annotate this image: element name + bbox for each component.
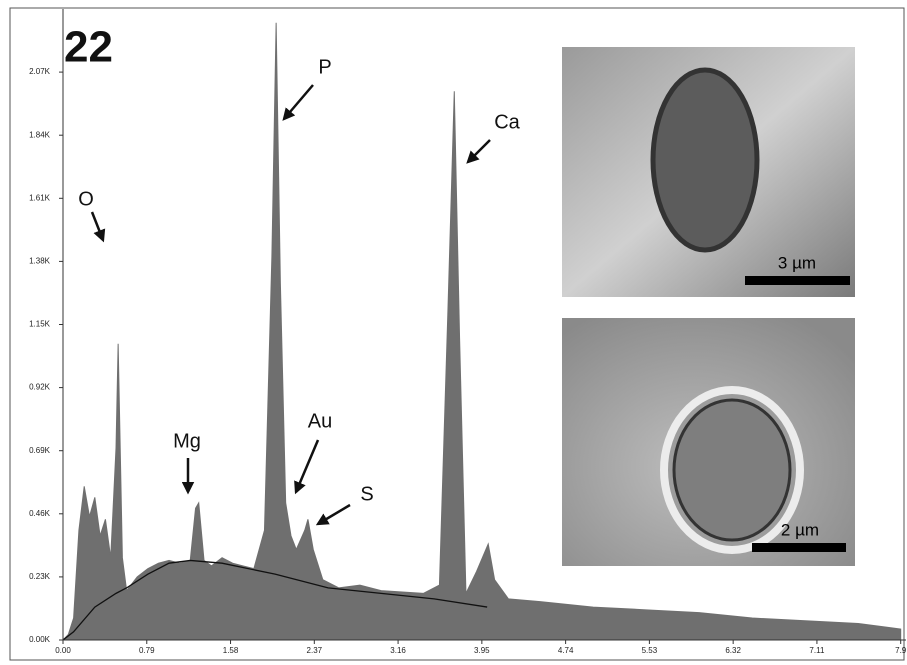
peak-label: S xyxy=(360,483,373,505)
inset-bottom xyxy=(562,318,855,566)
scale-label: 2 µm xyxy=(781,520,819,539)
y-tick-label: 0.00K xyxy=(29,635,51,644)
x-tick-label: 6.32 xyxy=(725,646,741,655)
x-tick-label: 4.74 xyxy=(558,646,574,655)
peak-arrow xyxy=(315,503,351,526)
y-tick-label: 0.69K xyxy=(29,446,51,455)
spectrum-area xyxy=(61,22,902,641)
scale-bar xyxy=(752,543,846,552)
x-tick-label: 3.16 xyxy=(390,646,406,655)
peak-label: Au xyxy=(308,410,332,432)
y-tick-label: 1.38K xyxy=(29,257,51,266)
y-tick-label: 0.23K xyxy=(29,572,51,581)
inset-top xyxy=(562,47,855,297)
panel-label: 22 xyxy=(64,23,113,72)
peak-label: P xyxy=(318,56,331,78)
peak-arrow xyxy=(282,84,314,121)
peak-arrow xyxy=(466,139,491,164)
y-tick-label: 2.07K xyxy=(29,67,51,76)
background-line xyxy=(62,559,488,641)
x-tick-label: 0.79 xyxy=(139,646,155,655)
plot-area xyxy=(61,22,902,641)
x-tick-label: 3.95 xyxy=(474,646,490,655)
sem-shape xyxy=(650,67,760,253)
x-tick-label: 1.58 xyxy=(223,646,239,655)
y-tick-label: 1.15K xyxy=(29,320,51,329)
x-tick-label: 2.37 xyxy=(307,646,323,655)
peak-label: Ca xyxy=(494,111,520,133)
scale-label: 3 µm xyxy=(778,253,816,272)
peak-label: Mg xyxy=(173,430,201,452)
sem-shape xyxy=(672,398,792,542)
y-tick-label: 1.84K xyxy=(29,130,51,139)
x-tick-label: 5.53 xyxy=(642,646,658,655)
x-tick-label: 0.00 xyxy=(55,646,71,655)
y-tick-label: 1.61K xyxy=(29,193,51,202)
y-tick-label: 0.92K xyxy=(29,383,51,392)
peak-label: O xyxy=(78,188,94,210)
peak-arrow xyxy=(90,211,106,243)
y-tick-label: 0.46K xyxy=(29,509,51,518)
x-tick-label: 7.9 xyxy=(895,646,907,655)
scale-bar xyxy=(745,276,850,285)
frame xyxy=(9,7,905,661)
peak-arrow xyxy=(294,439,320,495)
x-tick-label: 7.11 xyxy=(809,646,825,655)
